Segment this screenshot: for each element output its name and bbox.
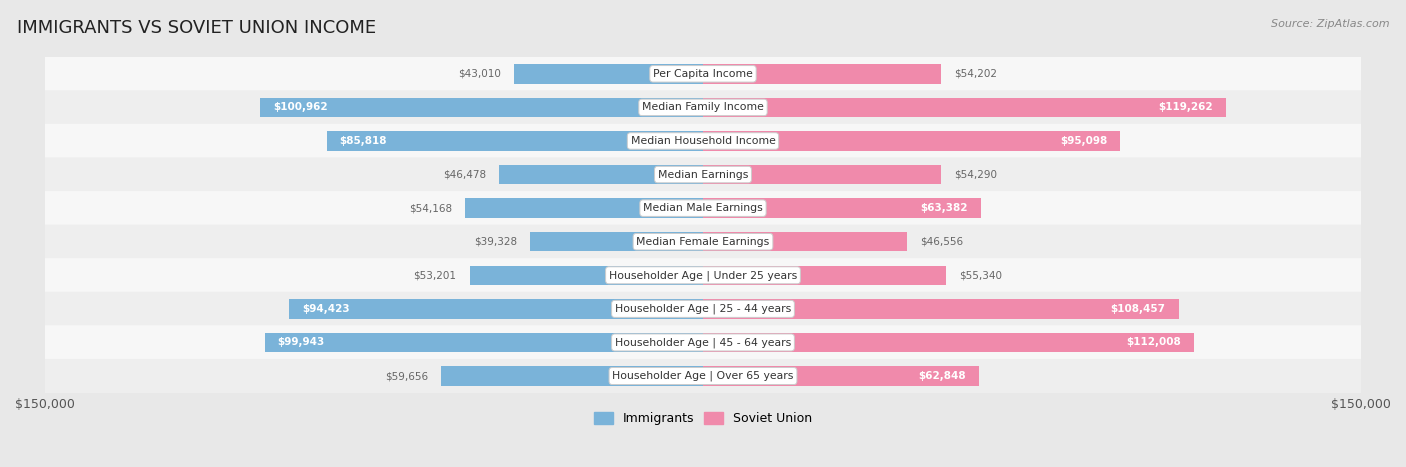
- FancyBboxPatch shape: [45, 258, 1361, 292]
- Text: $46,478: $46,478: [443, 170, 486, 179]
- Text: $54,202: $54,202: [953, 69, 997, 79]
- Bar: [703, 232, 907, 251]
- FancyBboxPatch shape: [45, 157, 1361, 191]
- Text: IMMIGRANTS VS SOVIET UNION INCOME: IMMIGRANTS VS SOVIET UNION INCOME: [17, 19, 375, 37]
- Bar: [515, 64, 703, 84]
- Bar: [530, 232, 703, 251]
- Bar: [499, 165, 703, 184]
- Text: $55,340: $55,340: [959, 270, 1002, 280]
- Text: Median Earnings: Median Earnings: [658, 170, 748, 179]
- Bar: [703, 131, 1121, 151]
- Text: Source: ZipAtlas.com: Source: ZipAtlas.com: [1271, 19, 1389, 28]
- FancyBboxPatch shape: [45, 325, 1361, 360]
- Text: $54,168: $54,168: [409, 203, 453, 213]
- Text: $119,262: $119,262: [1159, 102, 1213, 113]
- FancyBboxPatch shape: [45, 225, 1361, 259]
- Bar: [703, 98, 1226, 117]
- Text: $112,008: $112,008: [1126, 338, 1181, 347]
- Bar: [264, 333, 703, 352]
- Text: $63,382: $63,382: [921, 203, 967, 213]
- Text: Per Capita Income: Per Capita Income: [652, 69, 754, 79]
- Text: $54,290: $54,290: [955, 170, 997, 179]
- Bar: [703, 266, 946, 285]
- FancyBboxPatch shape: [45, 292, 1361, 326]
- Text: Median Female Earnings: Median Female Earnings: [637, 237, 769, 247]
- FancyBboxPatch shape: [45, 90, 1361, 125]
- Bar: [703, 165, 941, 184]
- FancyBboxPatch shape: [45, 359, 1361, 393]
- Text: $43,010: $43,010: [458, 69, 501, 79]
- Text: $94,423: $94,423: [302, 304, 350, 314]
- FancyBboxPatch shape: [45, 124, 1361, 158]
- Bar: [326, 131, 703, 151]
- Text: Median Household Income: Median Household Income: [630, 136, 776, 146]
- Text: $99,943: $99,943: [278, 338, 325, 347]
- Bar: [703, 366, 979, 386]
- Legend: Immigrants, Soviet Union: Immigrants, Soviet Union: [589, 407, 817, 430]
- Text: $85,818: $85,818: [340, 136, 387, 146]
- Bar: [441, 366, 703, 386]
- Bar: [260, 98, 703, 117]
- Text: Median Family Income: Median Family Income: [643, 102, 763, 113]
- Bar: [703, 64, 941, 84]
- FancyBboxPatch shape: [45, 57, 1361, 91]
- Text: Median Male Earnings: Median Male Earnings: [643, 203, 763, 213]
- Text: Householder Age | Under 25 years: Householder Age | Under 25 years: [609, 270, 797, 281]
- Bar: [465, 198, 703, 218]
- Text: $59,656: $59,656: [385, 371, 427, 381]
- Text: $100,962: $100,962: [273, 102, 328, 113]
- FancyBboxPatch shape: [45, 191, 1361, 225]
- Bar: [470, 266, 703, 285]
- Text: $46,556: $46,556: [921, 237, 963, 247]
- Bar: [703, 299, 1178, 318]
- Text: Householder Age | 45 - 64 years: Householder Age | 45 - 64 years: [614, 337, 792, 348]
- Text: Householder Age | Over 65 years: Householder Age | Over 65 years: [612, 371, 794, 381]
- Text: $53,201: $53,201: [413, 270, 457, 280]
- Text: Householder Age | 25 - 44 years: Householder Age | 25 - 44 years: [614, 304, 792, 314]
- Text: $62,848: $62,848: [918, 371, 966, 381]
- Text: $39,328: $39,328: [474, 237, 517, 247]
- Bar: [288, 299, 703, 318]
- Text: $108,457: $108,457: [1111, 304, 1166, 314]
- Bar: [703, 198, 981, 218]
- Bar: [703, 333, 1194, 352]
- Text: $95,098: $95,098: [1060, 136, 1107, 146]
